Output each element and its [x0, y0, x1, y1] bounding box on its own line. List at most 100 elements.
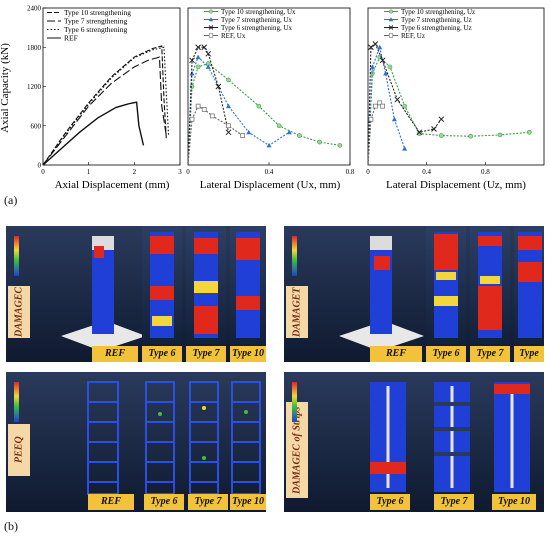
column-type10 — [230, 226, 266, 344]
legend-entry: REF, Uz — [401, 32, 425, 40]
type-tag: Type 6 — [144, 494, 184, 510]
x-tick-label: 1 — [87, 168, 91, 176]
legend-entry: REF, Ux — [221, 32, 246, 40]
data-point — [383, 70, 389, 76]
data-point — [387, 64, 393, 70]
data-point — [195, 64, 201, 70]
panel-peeq: PEEQ REF Type 6 Type 7 Type 10 — [6, 372, 266, 512]
data-point — [369, 64, 375, 69]
legend-entry: Type 10 strengthening — [64, 8, 131, 17]
data-point — [497, 132, 503, 138]
frame-models — [14, 381, 261, 495]
series-line — [367, 43, 442, 166]
chart-axial-capacity: 0 1 2 3 0 600 1200 1800 2400 Axial Capacity (kN)… — [0, 5, 182, 192]
x-tick-label: 0 — [186, 168, 190, 176]
y-tick-label: 600 — [31, 122, 42, 130]
column-type6 — [142, 226, 182, 344]
legend-entry: Type 7 strengthening, Ux — [221, 16, 293, 24]
data-point — [226, 103, 231, 109]
type-tag: REF — [92, 346, 138, 362]
data-point — [438, 116, 445, 123]
data-point — [276, 123, 282, 129]
series-line — [367, 45, 406, 166]
data-point — [215, 83, 222, 90]
type-tag: REF — [88, 494, 134, 510]
type-tag: Type 10 — [492, 494, 536, 510]
data-point — [240, 133, 246, 138]
x-tick-label: 0.8 — [481, 168, 490, 176]
x-axis-label: Lateral Displacement (Ux, mm) — [200, 179, 341, 191]
data-point — [189, 116, 195, 122]
data-point — [256, 103, 262, 109]
data-point — [527, 129, 532, 135]
data-point — [402, 146, 408, 151]
y-tick-label: 0 — [38, 162, 42, 170]
data-point — [201, 107, 207, 112]
legend-entry: Type 7 strengthening, Uz — [401, 16, 472, 24]
data-point — [246, 129, 252, 135]
data-point — [372, 103, 378, 109]
type-tag: Type 6 — [142, 346, 182, 362]
data-point — [416, 129, 423, 136]
data-point — [337, 143, 343, 148]
data-point — [286, 129, 292, 135]
legend-entry: Type 6 strengthening — [64, 25, 127, 34]
data-point — [226, 123, 231, 129]
x-tick-label: 0 — [41, 168, 45, 176]
data-point — [189, 57, 195, 64]
legend-marker — [388, 33, 394, 38]
y-tick-label: 2400 — [27, 5, 42, 13]
series-line — [187, 62, 340, 166]
column-type7 — [186, 226, 226, 344]
chart-lateral-ux: 0 0.4 0.8 Lateral Displacement (Ux, mm) Ty… — [186, 7, 355, 191]
legend-marker — [208, 17, 214, 22]
type-tag: REF — [370, 346, 422, 362]
data-point — [372, 41, 379, 47]
data-point — [402, 103, 407, 109]
legend-entry: Type 6 strengthening, Uz — [401, 24, 472, 32]
figure-label-b: (b) — [4, 519, 18, 533]
data-point — [431, 126, 437, 132]
type-tag: Type 10 — [230, 494, 266, 510]
type-tag: Type 7 — [188, 494, 228, 510]
x-tick-label: 0.4 — [422, 168, 431, 176]
data-point — [439, 133, 444, 138]
legend-entry: Type 6 strengthening, Ux — [221, 24, 293, 32]
legend-marker — [388, 17, 394, 22]
series-line — [367, 56, 530, 166]
chart-lateral-uz: 0 0.4 0.8 Lateral Displacement (Uz, mm) Ty… — [366, 7, 545, 191]
data-point — [195, 103, 201, 109]
legend-marker — [208, 25, 214, 30]
type-tag: Type 7 — [470, 346, 510, 362]
data-point — [391, 116, 397, 122]
legend-entry: Type 10 strengthening, Ux — [221, 8, 296, 16]
data-point — [225, 129, 232, 136]
column-type10 — [514, 226, 544, 344]
data-point — [297, 133, 302, 138]
x-axis-label: Lateral Displacement (Uz, mm) — [386, 179, 526, 191]
data-point — [394, 96, 401, 103]
data-point — [195, 54, 201, 60]
figure-label-a: (a) — [4, 193, 18, 207]
legend-colorbar — [14, 236, 146, 351]
data-point — [201, 44, 208, 51]
data-point — [317, 139, 322, 145]
y-axis-label: Axial Capacity (kN) — [0, 43, 11, 133]
type-tag: Type 7 — [434, 494, 474, 510]
x-tick-label: 2 — [133, 168, 137, 176]
data-point — [368, 116, 374, 122]
type-tag: Type — [514, 346, 544, 362]
legend-marker — [388, 9, 394, 14]
type-tag: Type 6 — [370, 494, 410, 510]
legend-entry: REF — [64, 34, 78, 43]
type-tag: Type 10 — [230, 346, 266, 362]
data-point — [195, 44, 201, 51]
data-point — [205, 50, 212, 57]
data-point — [205, 64, 211, 69]
panel-damaget: DAMAGET REF Type 6 Type 7 Type — [284, 226, 544, 362]
legend-marker — [388, 25, 394, 30]
data-point — [368, 44, 374, 51]
legend-marker — [208, 33, 214, 38]
x-axis-label: Axial Displacement (mm) — [55, 179, 170, 191]
